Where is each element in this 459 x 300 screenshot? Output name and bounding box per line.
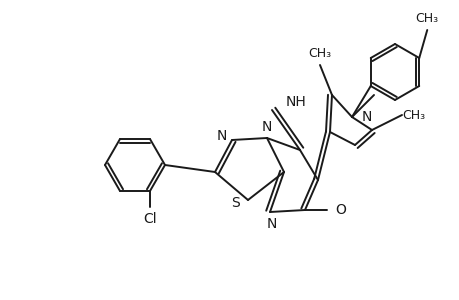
Text: CH₃: CH₃ — [402, 109, 425, 122]
Text: N: N — [266, 217, 277, 231]
Text: CH₃: CH₃ — [415, 11, 438, 25]
Text: O: O — [335, 203, 346, 217]
Text: NH: NH — [285, 95, 306, 109]
Text: Cl: Cl — [143, 212, 157, 226]
Text: N: N — [216, 129, 227, 143]
Text: S: S — [231, 196, 240, 210]
Text: N: N — [361, 110, 372, 124]
Text: N: N — [261, 120, 272, 134]
Text: CH₃: CH₃ — [308, 46, 331, 59]
